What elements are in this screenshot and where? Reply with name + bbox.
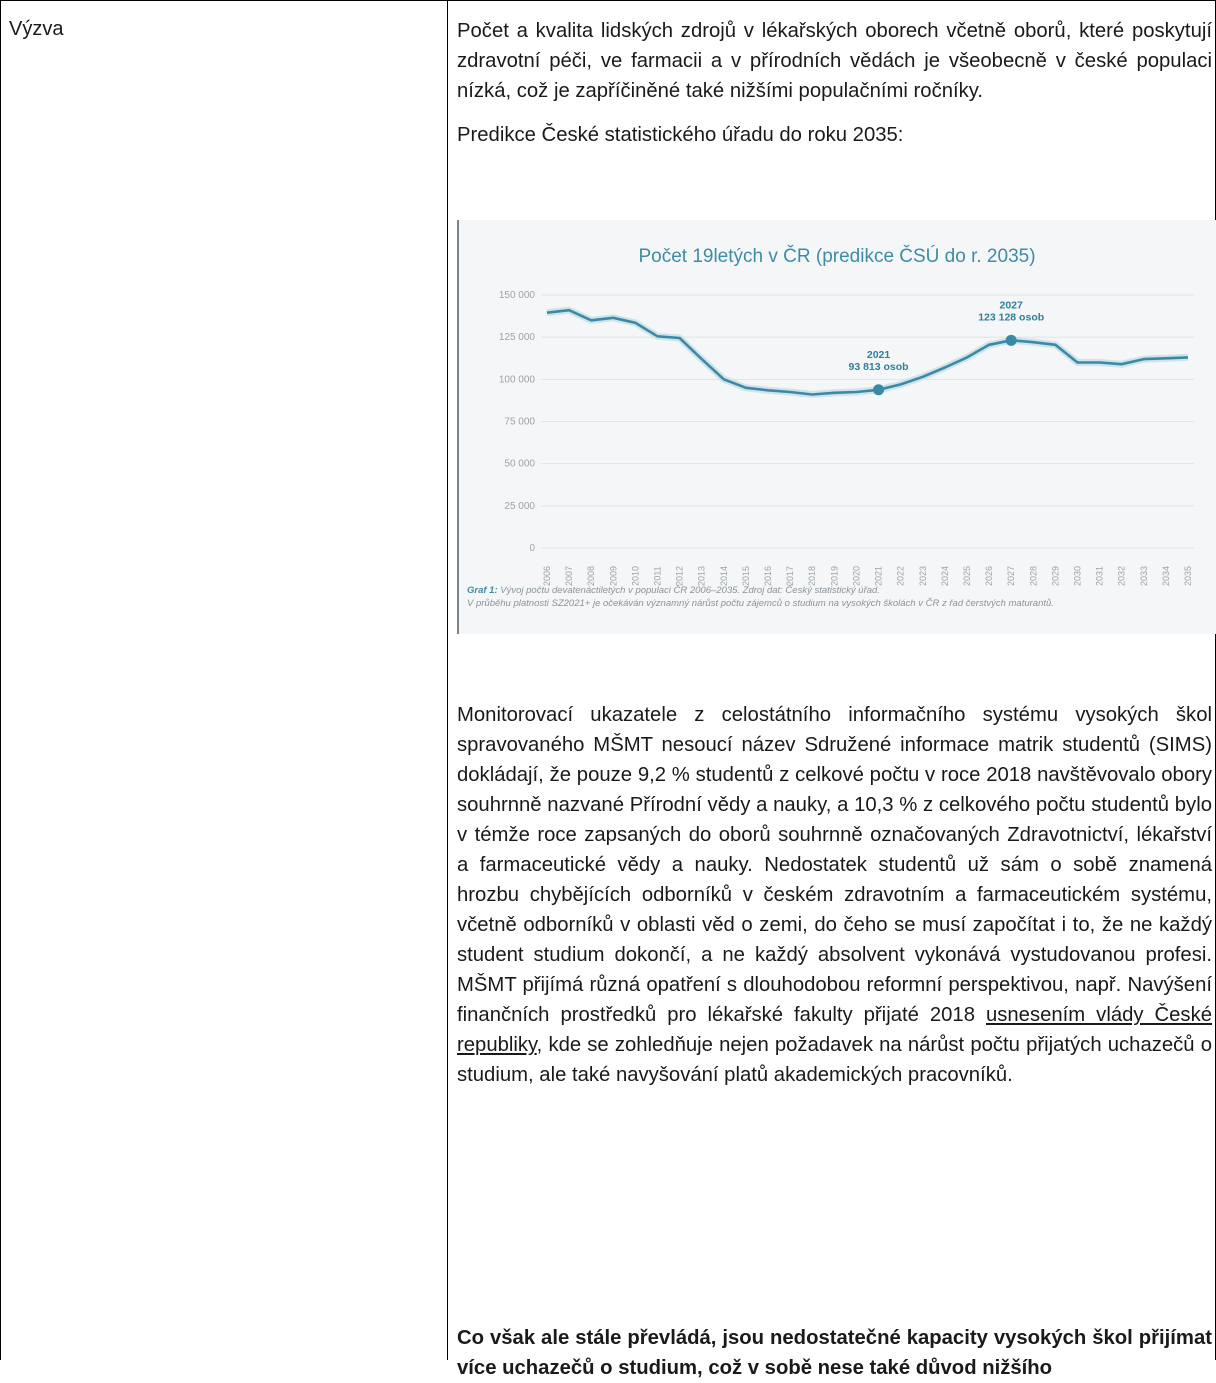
x-tick-label: 2021 — [874, 566, 884, 586]
caption-note: V průběhu platnosti SZ2021+ je očekáván … — [467, 598, 1054, 609]
row-label: Výzva — [9, 18, 64, 40]
x-tick-label: 2034 — [1161, 566, 1171, 586]
chart-title: Počet 19letých v ČR (predikce ČSÚ do r. … — [638, 245, 1035, 267]
table-column-divider — [447, 0, 448, 1360]
chart-figure: Počet 19letých v ČR (predikce ČSÚ do r. … — [457, 220, 1216, 634]
x-tick-label: 2019 — [829, 566, 839, 586]
y-tick-label: 25 000 — [504, 501, 535, 512]
table-top-border — [0, 0, 1216, 1]
paragraph-capacity-bold: Co však ale stále převládá, jsou nedosta… — [457, 1327, 1212, 1380]
x-tick-label: 2028 — [1028, 566, 1038, 586]
x-tick-label: 2015 — [741, 566, 751, 586]
table-left-border — [0, 0, 1, 1360]
x-tick-label: 2023 — [918, 566, 928, 586]
y-tick-label: 50 000 — [504, 459, 535, 470]
x-tick-label: 2035 — [1183, 566, 1193, 586]
paragraph-monitoring-text: Monitorovací ukazatele z celostátního in… — [457, 704, 1212, 1027]
annotation-value: 123 128 osob — [978, 311, 1044, 323]
x-tick-label: 2030 — [1072, 566, 1082, 586]
x-tick-label: 2018 — [807, 566, 817, 586]
x-tick-label: 2006 — [542, 566, 552, 586]
x-tick-label: 2033 — [1139, 566, 1149, 586]
paragraph-monitoring-text-end: , kde se zohledňuje nejen požadavek na n… — [457, 1034, 1212, 1087]
x-tick-label: 2032 — [1117, 566, 1127, 586]
y-tick-label: 75 000 — [504, 417, 535, 428]
x-tick-label: 2013 — [697, 566, 707, 586]
government-resolution-link[interactable]: usnesením vlády České republiky — [457, 1004, 1212, 1057]
x-tick-label: 2029 — [1050, 566, 1060, 586]
x-tick-label: 2025 — [962, 566, 972, 586]
x-tick-label: 2026 — [984, 566, 994, 586]
caption-label: Graf 1: — [467, 585, 498, 596]
x-tick-label: 2011 — [653, 566, 663, 585]
y-tick-label: 125 000 — [499, 332, 536, 343]
annotation-year: 2027 — [999, 299, 1023, 311]
x-tick-label: 2024 — [940, 566, 950, 586]
x-tick-label: 2017 — [785, 566, 795, 586]
line-chart: Počet 19letých v ČR (predikce ČSÚ do r. … — [499, 245, 1194, 586]
x-tick-label: 2012 — [675, 566, 685, 586]
x-tick-label: 2020 — [851, 566, 861, 586]
y-tick-label: 150 000 — [499, 290, 536, 301]
annotation-year: 2021 — [867, 349, 891, 361]
y-tick-label: 0 — [529, 543, 535, 554]
data-point-marker — [873, 384, 885, 396]
x-tick-label: 2008 — [586, 566, 596, 586]
series-line — [546, 308, 1189, 396]
paragraph-intro: Počet a kvalita lidských zdrojů v lékařs… — [457, 20, 1212, 102]
paragraph-monitoring: Monitorovací ukazatele z celostátního in… — [457, 700, 1212, 1090]
x-tick-label: 2014 — [719, 566, 729, 586]
cell-content: Počet a kvalita lidských zdrojů v lékařs… — [457, 16, 1212, 150]
annotation-value: 93 813 osob — [848, 361, 908, 373]
y-tick-label: 100 000 — [499, 374, 536, 385]
caption-text: Vývoj počtu devatenáctiletých v populaci… — [500, 585, 880, 596]
x-tick-label: 2022 — [896, 566, 906, 586]
x-tick-label: 2031 — [1095, 566, 1105, 586]
chart-caption: Graf 1: Vývoj počtu devatenáctiletých v … — [467, 584, 1216, 610]
x-tick-label: 2016 — [763, 566, 773, 586]
paragraph-prediction-heading: Predikce České statistického úřadu do ro… — [457, 124, 904, 146]
x-tick-label: 2009 — [608, 566, 618, 586]
x-tick-label: 2010 — [630, 566, 640, 586]
x-tick-label: 2027 — [1006, 566, 1016, 586]
data-point-marker — [1005, 334, 1017, 346]
x-tick-label: 2007 — [564, 566, 574, 586]
